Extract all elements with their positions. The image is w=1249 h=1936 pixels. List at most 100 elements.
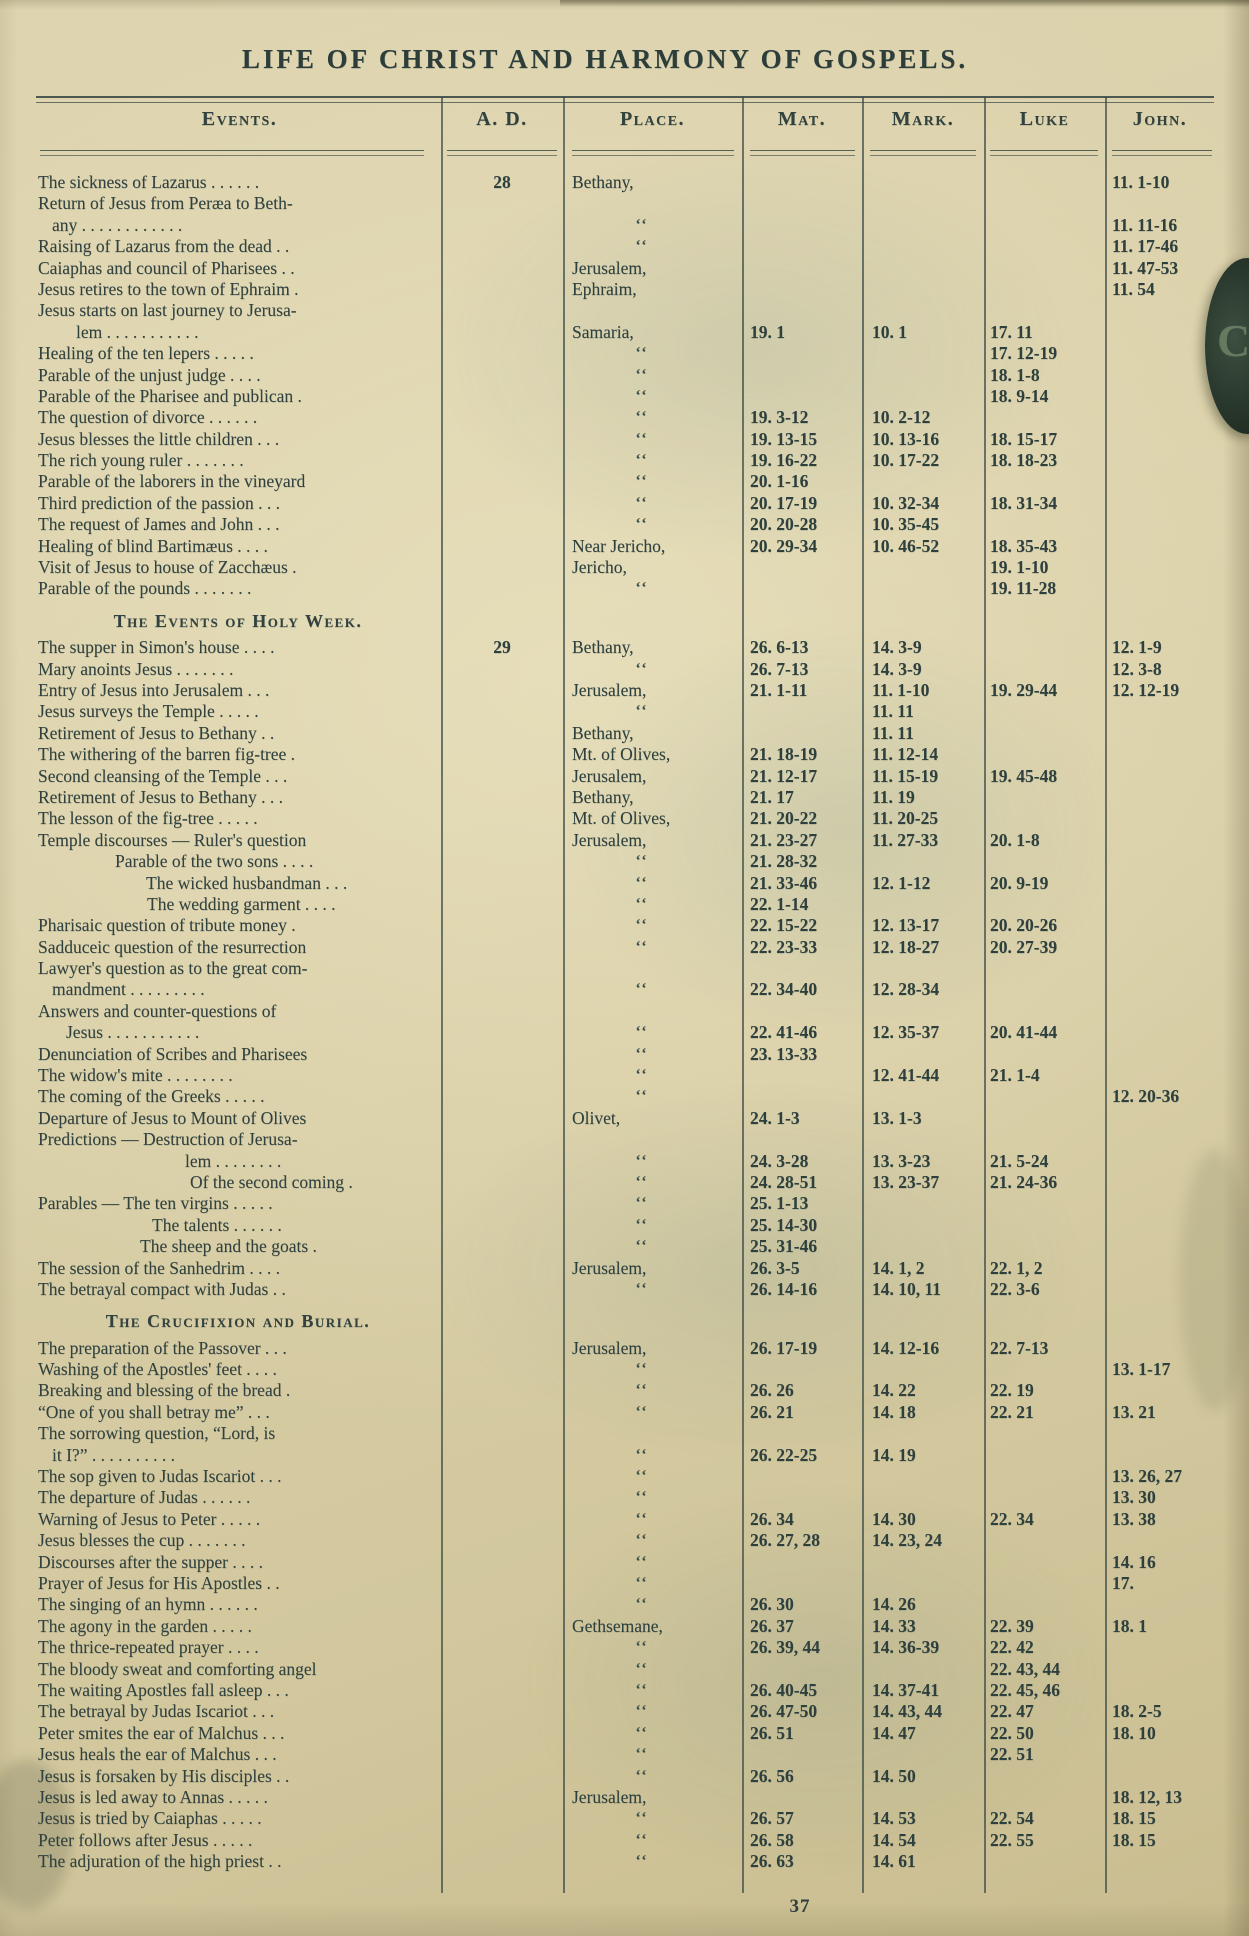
table-row: Sadduceic question of the resurrection ‘‘…	[0, 937, 1249, 958]
event-cell: any . . . . . . . . . . . .	[52, 214, 183, 235]
mark-ref-cell: 11. 11	[872, 722, 914, 743]
ditto-mark: ‘‘	[635, 1724, 649, 1741]
luke-ref-cell: 22. 54	[990, 1808, 1034, 1829]
table-row: Jesus is tried by Caiaphas . . . . . ‘‘ 26…	[0, 1808, 1249, 1829]
table-row: Jesus starts on last journey to Jerusa-	[0, 300, 1249, 321]
luke-ref-cell: 22. 3-6	[990, 1278, 1040, 1299]
matthew-ref-cell: 26. 7-13	[750, 658, 809, 679]
ditto-mark: ‘‘	[635, 1468, 649, 1485]
table-row: Lawyer's question as to the great com-	[0, 958, 1249, 979]
table-row: lem . . . . . . . . . . . Samaria, 19. 1 10…	[0, 322, 1249, 343]
matthew-ref-cell: 24. 3-28	[750, 1150, 809, 1171]
table-row: The rich young ruler . . . . . . . ‘‘ 19. …	[0, 450, 1249, 471]
luke-ref-cell: 18. 31-34	[990, 492, 1058, 513]
john-ref-cell: 11. 54	[1112, 278, 1155, 299]
luke-ref-cell: 22. 21	[990, 1401, 1034, 1422]
luke-ref-cell: 18. 35-43	[990, 535, 1058, 556]
ditto-mark: ‘‘	[635, 1238, 649, 1255]
luke-ref-cell: 22. 39	[990, 1615, 1034, 1636]
event-cell: The sickness of Lazarus . . . . . .	[38, 172, 260, 192]
luke-ref-cell: 22. 55	[990, 1829, 1034, 1850]
matthew-ref-cell: 21. 20-22	[750, 808, 818, 829]
event-cell: Breaking and blessing of the bread .	[38, 1380, 291, 1401]
table-row: Prayer of Jesus for His Apostles . . ‘‘ 17…	[0, 1573, 1249, 1594]
event-cell: The sop given to Judas Iscariot . . .	[38, 1466, 282, 1487]
mark-ref-cell: 14. 10, 11	[872, 1278, 942, 1299]
ditto-mark: ‘‘	[635, 345, 649, 362]
luke-ref-cell: 19. 1-10	[990, 557, 1049, 578]
table-row: The waiting Apostles fall asleep . . . ‘‘…	[0, 1680, 1249, 1701]
section-heading: The Crucifixion and Burial.	[0, 1311, 1249, 1332]
john-ref-cell: 18. 15	[1112, 1808, 1156, 1829]
ditto-mark: ‘‘	[635, 409, 649, 426]
event-cell: The withering of the barren fig-tree .	[38, 744, 296, 765]
table-row: Of the second coming . ‘‘ 24. 28-51 13. 23-…	[0, 1172, 1249, 1193]
john-ref-cell: 14. 16	[1112, 1551, 1156, 1572]
event-cell: The lesson of the fig-tree . . . . .	[38, 808, 258, 829]
table-row: mandment . . . . . . . . . ‘‘ 22. 34-40 12.…	[0, 979, 1249, 1000]
ditto-mark: ‘‘	[635, 473, 649, 490]
place-cell: Gethsemane,	[572, 1615, 663, 1636]
event-cell: Parable of the pounds . . . . . . .	[38, 578, 252, 599]
table-row: The question of divorce . . . . . . ‘‘ 19.…	[0, 407, 1249, 428]
john-ref-cell: 18. 15	[1112, 1829, 1156, 1850]
ditto-mark: ‘‘	[635, 452, 649, 469]
column-header-luke: Luke	[1019, 108, 1070, 130]
table-row: Jesus blesses the little children . . . ‘…	[0, 429, 1249, 450]
matthew-ref-cell: 26. 17-19	[750, 1337, 818, 1358]
thumb-tab-letter: C	[1217, 315, 1249, 366]
matthew-ref-cell: 26. 58	[750, 1829, 794, 1850]
john-ref-cell: 12. 20-36	[1112, 1086, 1180, 1107]
ditto-mark: ‘‘	[635, 1746, 649, 1763]
column-divider	[862, 97, 864, 1893]
event-cell: The wedding garment . . . .	[147, 893, 336, 914]
event-cell: Sadduceic question of the resurrection	[38, 936, 307, 957]
mark-ref-cell: 13. 23-37	[872, 1171, 940, 1192]
luke-ref-cell: 20. 9-19	[990, 872, 1049, 893]
event-cell: it I?” . . . . . . . . . .	[52, 1444, 175, 1465]
table-row: The departure of Judas . . . . . . ‘‘ 13. …	[0, 1487, 1249, 1508]
event-cell: Answers and counter-questions of	[38, 1000, 277, 1021]
table-row: Jesus heals the ear of Malchus . . . ‘‘ 22…	[0, 1744, 1249, 1765]
table-row: Parable of the Pharisee and publican . ‘‘…	[0, 386, 1249, 407]
luke-ref-cell: 18. 18-23	[990, 450, 1058, 471]
luke-ref-cell: 22. 43, 44	[990, 1658, 1060, 1679]
matthew-ref-cell: 26. 6-13	[750, 637, 809, 658]
horizontal-rule	[990, 150, 1098, 156]
table-row: Breaking and blessing of the bread . ‘‘ 26…	[0, 1380, 1249, 1401]
john-ref-cell: 13. 38	[1112, 1508, 1156, 1529]
ditto-mark: ‘‘	[635, 1045, 649, 1062]
event-cell: Pharisaic question of tribute money .	[38, 915, 296, 936]
luke-ref-cell: 22. 45, 46	[990, 1679, 1060, 1700]
event-cell: Departure of Jesus to Mount of Olives	[38, 1107, 307, 1128]
column-header-mat: Mat.	[777, 108, 827, 130]
place-cell: Jerusalem,	[572, 765, 647, 786]
matthew-ref-cell: 19. 13-15	[750, 428, 818, 449]
table-row: Jesus is forsaken by His disciples . . ‘‘…	[0, 1766, 1249, 1787]
ad-cell: 28	[493, 172, 511, 192]
table-row: “One of you shall betray me” . . . ‘‘ 26. …	[0, 1402, 1249, 1423]
table-row: Second cleansing of the Temple . . . Jeru…	[0, 766, 1249, 787]
matthew-ref-cell: 26. 37	[750, 1615, 794, 1636]
matthew-ref-cell: 26. 3-5	[750, 1257, 800, 1278]
luke-ref-cell: 21. 5-24	[990, 1150, 1049, 1171]
matthew-ref-cell: 20. 20-28	[750, 514, 818, 535]
mark-ref-cell: 14. 43, 44	[872, 1701, 942, 1722]
event-cell: Peter smites the ear of Malchus . . .	[38, 1722, 285, 1743]
table-row: Third prediction of the passion . . . ‘‘ 2…	[0, 493, 1249, 514]
luke-ref-cell: 20. 20-26	[990, 915, 1058, 936]
event-cell: The adjuration of the high priest . .	[38, 1851, 282, 1872]
ditto-mark: ‘‘	[635, 917, 649, 934]
luke-ref-cell: 17. 12-19	[990, 343, 1058, 364]
event-cell: The supper in Simon's house . . . .	[38, 637, 275, 658]
matthew-ref-cell: 25. 31-46	[750, 1236, 818, 1257]
place-cell: Jerusalem,	[572, 679, 647, 700]
john-ref-cell: 18. 2-5	[1112, 1701, 1162, 1722]
matthew-ref-cell: 21. 23-27	[750, 829, 818, 850]
event-cell: Jesus blesses the little children . . .	[38, 428, 280, 449]
mark-ref-cell: 10. 2-12	[872, 407, 931, 428]
event-cell: The request of James and John . . .	[38, 514, 280, 535]
place-cell: Jerusalem,	[572, 1257, 647, 1278]
table-row: Raising of Lazarus from the dead . . ‘‘ 11…	[0, 236, 1249, 257]
event-cell: Jesus is tried by Caiaphas . . . . .	[38, 1808, 262, 1829]
